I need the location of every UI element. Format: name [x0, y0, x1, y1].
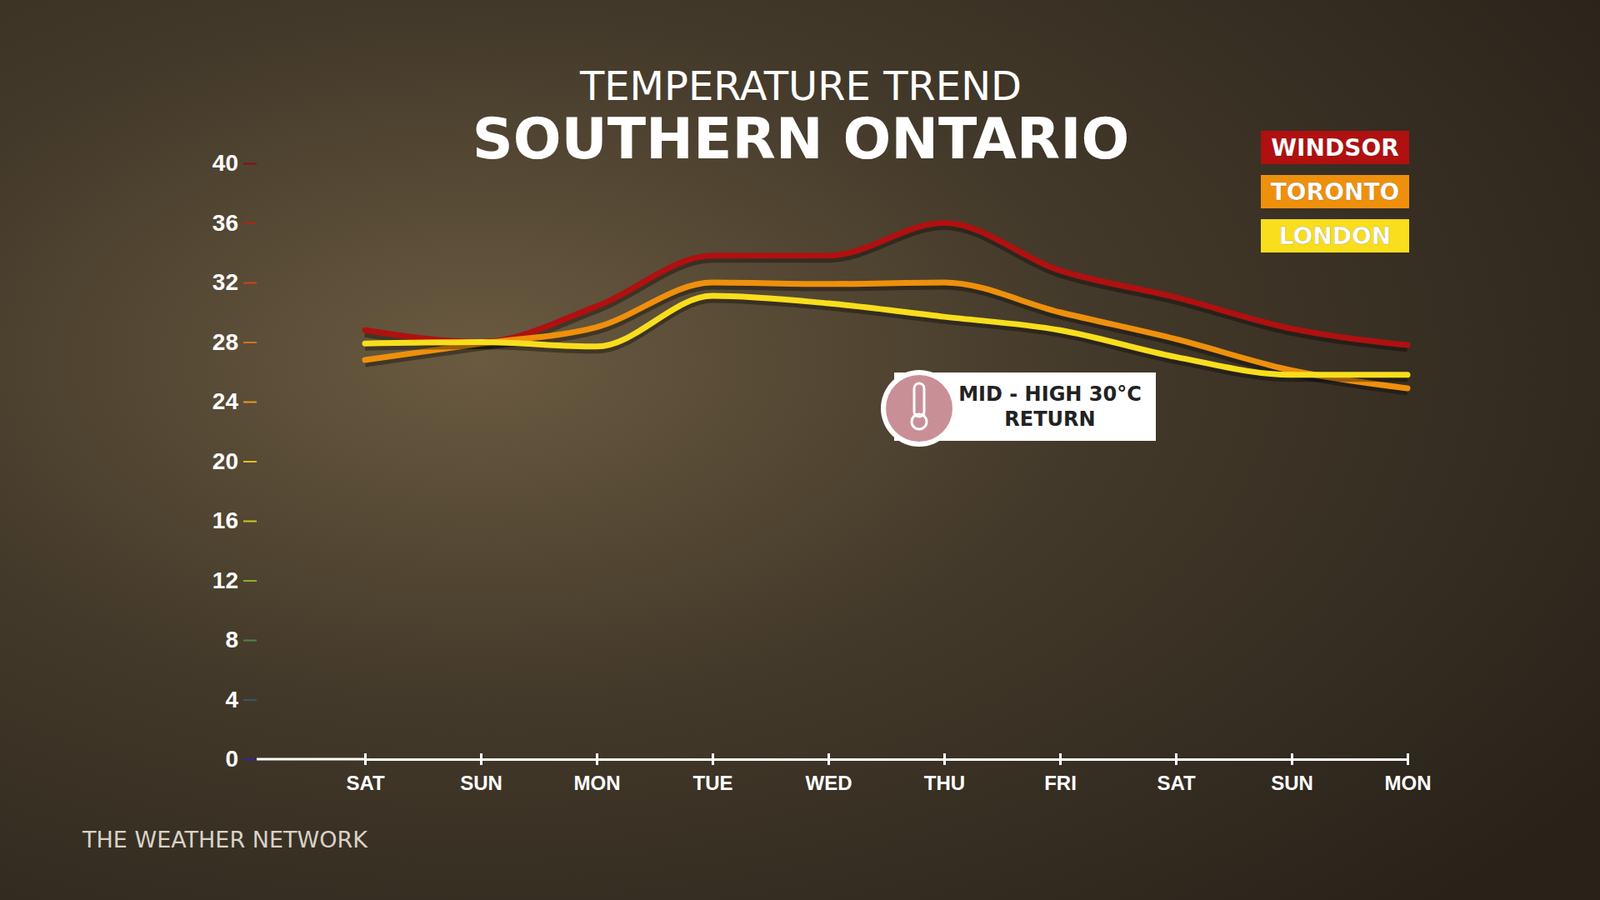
- y-tick-mark: [243, 759, 257, 761]
- annotation-icon: [914, 383, 925, 417]
- x-tick-mark: [595, 753, 599, 765]
- y-tick-mark: [243, 699, 257, 701]
- x-tick-mark: [1406, 753, 1410, 765]
- y-tick-mark: [243, 580, 257, 582]
- line: [365, 282, 1408, 389]
- x-baseline: [256, 758, 365, 761]
- y-tick-label: 36: [212, 210, 239, 236]
- legend-item: LONDON: [1260, 219, 1410, 253]
- legend-label: LONDON: [1279, 222, 1392, 250]
- y-axis: 0 4 8 12 16 20 24 28 32 36 40: [212, 150, 257, 772]
- annotation: MID - HIGH 30°CRETURN: [880, 370, 1156, 447]
- y-tick-mark: [243, 520, 257, 523]
- x-tick-label: WED: [805, 771, 853, 795]
- plot-area: [365, 223, 1408, 391]
- y-tick-label: 32: [212, 269, 239, 295]
- y-tick: 4: [225, 686, 257, 713]
- y-tick: 24: [212, 388, 257, 415]
- x-tick: SAT: [1156, 753, 1196, 795]
- x-tick-label: FRI: [1044, 771, 1077, 795]
- y-tick-mark: [243, 460, 257, 463]
- y-tick-label: 0: [225, 745, 239, 772]
- x-tick-label: MON: [1385, 771, 1432, 795]
- y-tick: 28: [212, 329, 257, 355]
- y-tick-label: 12: [212, 567, 239, 594]
- y-tick-label: 20: [212, 448, 239, 475]
- x-tick-mark: [1059, 753, 1062, 765]
- x-tick-mark: [480, 753, 483, 765]
- y-tick: 20: [212, 448, 257, 475]
- legend-label: WINDSOR: [1270, 134, 1400, 162]
- legend-item: TORONTO: [1260, 175, 1410, 209]
- y-tick-mark: [243, 222, 257, 225]
- y-tick: 36: [212, 210, 257, 236]
- annotation-icon: [911, 414, 927, 430]
- y-tick: 0: [225, 745, 257, 772]
- x-tick: SAT: [345, 753, 385, 795]
- legend-item: WINDSOR: [1260, 130, 1410, 165]
- x-tick-mark: [1290, 753, 1294, 765]
- y-tick-label: 8: [225, 626, 239, 653]
- line: [365, 295, 1408, 375]
- x-tick-mark: [364, 753, 367, 765]
- title: SOUTHERN ONTARIO: [472, 105, 1130, 172]
- x-tick-label: SAT: [345, 771, 385, 795]
- x-tick-label: MON: [574, 771, 621, 795]
- y-tick-label: 28: [212, 329, 239, 355]
- x-tick-label: SUN: [1270, 771, 1314, 795]
- y-tick-label: 24: [212, 388, 240, 415]
- legend-label: TORONTO: [1270, 178, 1400, 206]
- y-tick-label: 16: [212, 507, 239, 534]
- annotation-line: RETURN: [1004, 407, 1095, 431]
- y-tick-label: 40: [212, 150, 239, 176]
- x-axis: SAT SUN MON TUE WED THU FRI SAT SUN MON: [345, 753, 1431, 795]
- annotation-icon: [885, 375, 953, 442]
- y-tick: 32: [212, 269, 257, 295]
- x-tick: TUE: [693, 753, 734, 795]
- x-tick: SUN: [460, 753, 503, 795]
- x-tick-label: TUE: [693, 771, 734, 795]
- x-tick-mark: [711, 753, 715, 765]
- x-tick: MON: [1385, 753, 1432, 795]
- y-tick-mark: [243, 401, 257, 404]
- x-tick: MON: [574, 753, 621, 795]
- annotation-line: MID - HIGH 30°C: [958, 382, 1142, 406]
- x-tick-label: SUN: [460, 771, 503, 795]
- x-tick-label: SAT: [1156, 771, 1196, 795]
- x-tick-mark: [827, 753, 830, 765]
- x-axis-line: [365, 758, 1409, 761]
- x-tick: WED: [805, 753, 853, 795]
- y-tick: 16: [212, 507, 257, 534]
- annotation-text: MID - HIGH 30°CRETURN: [958, 382, 1142, 431]
- y-tick-label: 4: [225, 686, 239, 713]
- legend-swatch: [1260, 175, 1410, 209]
- y-tick-mark: [243, 640, 257, 642]
- background: [0, 0, 1600, 900]
- legend-swatch: [1260, 219, 1410, 253]
- y-tick-mark: [243, 341, 257, 344]
- y-tick: 12: [212, 567, 257, 594]
- x-tick-mark: [1175, 753, 1178, 765]
- y-tick-mark: [243, 163, 257, 165]
- x-tick: FRI: [1044, 753, 1077, 795]
- x-tick-mark: [943, 753, 946, 765]
- x-tick: SUN: [1270, 753, 1314, 795]
- legend: WINDSOR TORONTO LONDON: [1260, 130, 1410, 253]
- x-tick-label: THU: [924, 771, 965, 795]
- subtitle: TEMPERATURE TREND: [579, 62, 1022, 110]
- y-tick-mark: [243, 282, 257, 285]
- chart: TEMPERATURE TRENDSOUTHERN ONTARIO 0 4 8 12 16…: [0, 0, 1600, 900]
- source: THE WEATHER NETWORK: [81, 826, 369, 853]
- annotation-icon: [880, 370, 958, 447]
- y-tick: 8: [225, 626, 257, 653]
- legend-swatch: [1260, 130, 1410, 165]
- y-tick: 40: [212, 150, 257, 176]
- x-tick: THU: [924, 753, 965, 795]
